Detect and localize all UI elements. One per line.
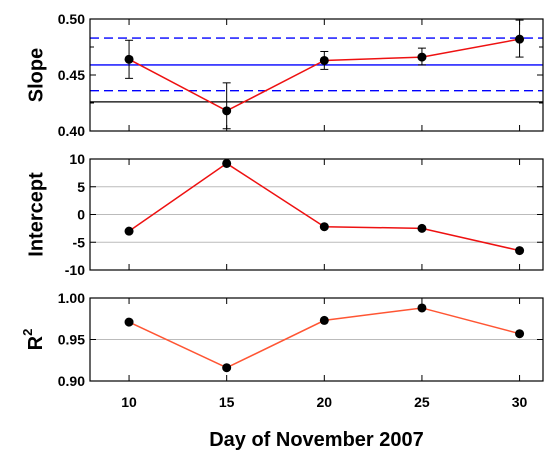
y-tick-label: 5 (77, 179, 85, 195)
x-tick-label: 15 (219, 394, 235, 410)
y-axis-label: Intercept (25, 172, 47, 257)
data-point (319, 55, 329, 65)
data-point (124, 317, 134, 327)
data-point (515, 34, 525, 44)
y-tick-label: -10 (65, 262, 85, 278)
data-point (515, 246, 525, 256)
x-tick-label: 30 (512, 394, 528, 410)
panel-3 (89, 297, 544, 382)
data-point (124, 54, 134, 64)
y-tick-label: 0.95 (58, 332, 85, 348)
y-tick-label: 0 (77, 207, 85, 223)
y-tick-label: 1.00 (58, 290, 85, 306)
y-axis-label-main: R (25, 335, 47, 350)
data-point (124, 226, 134, 236)
data-point (417, 52, 427, 62)
data-point (417, 303, 427, 313)
x-tick-label: 20 (317, 394, 333, 410)
y-tick-label: 0.90 (58, 373, 85, 389)
y-tick-label: 10 (69, 151, 85, 167)
panel-1 (89, 18, 544, 132)
series-line (128, 162, 520, 252)
y-tick-label: 0.40 (58, 123, 85, 139)
x-tick-label: 10 (121, 394, 137, 410)
data-point (222, 106, 232, 116)
y-tick-label: -5 (73, 234, 86, 250)
data-point (319, 315, 329, 325)
y-tick-label: 0.45 (58, 67, 85, 83)
y-tick-label: 0.50 (58, 11, 85, 27)
data-point (222, 158, 232, 168)
data-point (515, 329, 525, 339)
data-point (319, 222, 329, 232)
y-axis-label-superscript: 2 (20, 329, 35, 336)
y-axis-label: R2 (20, 329, 47, 351)
y-axis-label: Slope (25, 48, 47, 102)
x-tick-label: 25 (414, 394, 430, 410)
data-point (417, 223, 427, 233)
x-axis-label: Day of November 2007 (209, 429, 424, 451)
data-point (222, 363, 232, 373)
panel-2 (89, 158, 544, 271)
series-line (128, 38, 520, 112)
